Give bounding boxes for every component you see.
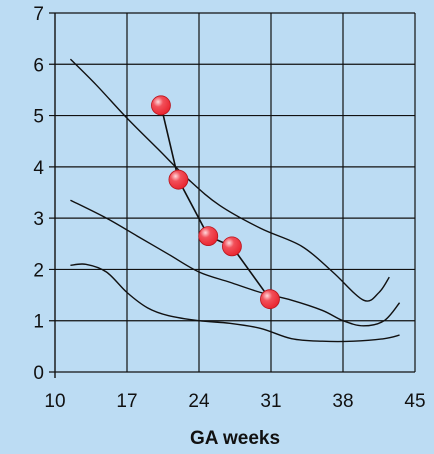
plot-area — [55, 13, 415, 372]
data-point-4 — [222, 236, 242, 257]
x-tick-label-17: 17 — [116, 391, 137, 412]
y-tick-label-3: 3 — [33, 209, 44, 230]
x-tick-label-45: 45 — [404, 391, 425, 412]
measurement-series — [151, 95, 280, 310]
x-tick-label-24: 24 — [188, 391, 210, 412]
data-point-3 — [198, 226, 219, 246]
x-tick-label-31: 31 — [260, 391, 281, 412]
y-tick-label-4: 4 — [33, 158, 44, 179]
grid-lines — [49, 12, 416, 378]
y-tick-label-6: 6 — [33, 55, 44, 76]
data-point-2 — [168, 169, 189, 190]
reference-curve-1 — [69, 58, 390, 302]
data-point-1 — [151, 95, 171, 116]
y-tick-label-5: 5 — [33, 107, 44, 128]
y-tick-label-2: 2 — [33, 260, 44, 281]
x-axis-title: GA weeks — [190, 428, 280, 449]
reference-curve-3 — [70, 263, 400, 343]
reference-curve-2 — [70, 199, 401, 327]
y-tick-label-1: 1 — [33, 312, 44, 333]
data-point-5 — [260, 289, 280, 310]
x-tick-label-38: 38 — [332, 391, 353, 412]
reference-curves — [69, 58, 401, 343]
x-tick-label-10: 10 — [44, 391, 65, 412]
y-tick-label-7: 7 — [33, 4, 44, 25]
y-tick-label-0: 0 — [33, 363, 44, 384]
